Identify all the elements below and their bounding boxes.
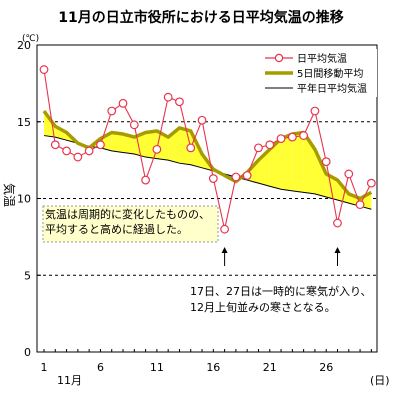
- x-tick-label-11: 11: [150, 361, 164, 374]
- point-daily-22: [276, 134, 286, 144]
- legend-label-daily: 日平均気温: [297, 52, 347, 65]
- y-unit-label: (℃): [22, 34, 39, 44]
- y-tick-label-10: 10: [17, 193, 31, 206]
- point-daily-10: [141, 175, 150, 185]
- series-line-moving-average: [42, 109, 373, 201]
- y-tick-label-20: 20: [17, 39, 31, 52]
- legend-label-normal: 平年日平均気温: [297, 82, 367, 95]
- point-daily-14: [186, 143, 196, 153]
- legend: 日平均気温 5日間移動平均 平年日平均気温: [262, 49, 377, 97]
- point-daily-21: [265, 140, 275, 150]
- fill-segment-22-0: [281, 134, 293, 191]
- point-daily-1: [39, 65, 49, 74]
- chart-title: 11月の日立市役所における日平均気温の推移: [58, 9, 343, 26]
- y-tick-label-15: 15: [17, 116, 31, 129]
- point-daily-7: [107, 106, 117, 116]
- point-daily-16: [208, 174, 218, 183]
- annotation-note-line-1: 17日、27日は一時的に寒気が入り、: [190, 284, 372, 298]
- legend-item-daily: 日平均気温: [265, 52, 347, 65]
- x-tick-label-1: 1: [41, 361, 48, 374]
- point-daily-2: [50, 140, 60, 150]
- y-tick-label-5: 5: [24, 269, 31, 282]
- point-daily-11: [152, 144, 162, 154]
- fill-segment-23-0: [292, 132, 304, 193]
- point-daily-29: [355, 200, 365, 210]
- point-daily-15: [197, 115, 207, 125]
- annotation-box: 気温は周期的に変化したものの、平均すると高めに経過した。: [42, 205, 219, 243]
- x-tick-label-21: 21: [263, 361, 277, 374]
- point-daily-23: [287, 132, 297, 142]
- x-tick-label-16: 16: [206, 361, 220, 374]
- point-daily-27: [333, 218, 342, 228]
- fill-segment-25-0: [314, 149, 327, 197]
- point-daily-26: [321, 157, 331, 167]
- y-axis: 0 5 10 15 20: [17, 39, 41, 359]
- x-unit-label: (日): [370, 374, 390, 387]
- legend-item-moving-average: 5日間移動平均: [265, 67, 363, 80]
- point-daily-24: [299, 131, 309, 140]
- point-daily-18: [231, 172, 241, 182]
- annotation-box-text: 気温は周期的に変化したものの、平均すると高めに経過した。: [45, 208, 210, 236]
- point-daily-4: [73, 152, 83, 162]
- point-daily-20: [254, 143, 263, 153]
- point-daily-5: [84, 146, 94, 156]
- arrow-annotations: [221, 247, 341, 266]
- fill-segment-8-0: [123, 134, 135, 154]
- point-daily-13: [175, 97, 184, 107]
- arrow-head-27: [334, 247, 341, 253]
- legend-item-normal: 平年日平均気温: [265, 82, 367, 95]
- x-axis: 1 6 11 16 21 26: [41, 349, 372, 374]
- x-tick-label-26: 26: [319, 361, 333, 374]
- arrow-head-17: [221, 247, 228, 253]
- point-daily-9: [129, 120, 139, 130]
- point-daily-19: [242, 171, 252, 180]
- legend-label-moving-average: 5日間移動平均: [297, 67, 363, 80]
- point-daily-3: [62, 146, 71, 156]
- y-tick-label-0: 0: [24, 346, 31, 359]
- grid-lines: [37, 121, 377, 276]
- x-tick-label-6: 6: [97, 361, 104, 374]
- x-month-label: 11月: [57, 374, 82, 387]
- legend-marker-daily: [274, 53, 284, 63]
- fill-segment-7-0: [111, 132, 124, 153]
- annotation-note-line-2: 12月上旬並みの寒さとなる。: [190, 300, 336, 314]
- fill-segment-21-0: [269, 138, 282, 190]
- point-daily-28: [344, 169, 354, 179]
- point-daily-6: [96, 140, 105, 150]
- point-daily-8: [118, 98, 128, 108]
- point-daily-30: [366, 178, 376, 188]
- point-daily-12: [163, 92, 173, 102]
- y-axis-title: 気温: [2, 183, 17, 207]
- point-daily-25: [310, 106, 320, 116]
- marker-layer: [39, 65, 376, 234]
- annotation-box-frame: [42, 205, 219, 243]
- point-daily-17: [220, 224, 230, 234]
